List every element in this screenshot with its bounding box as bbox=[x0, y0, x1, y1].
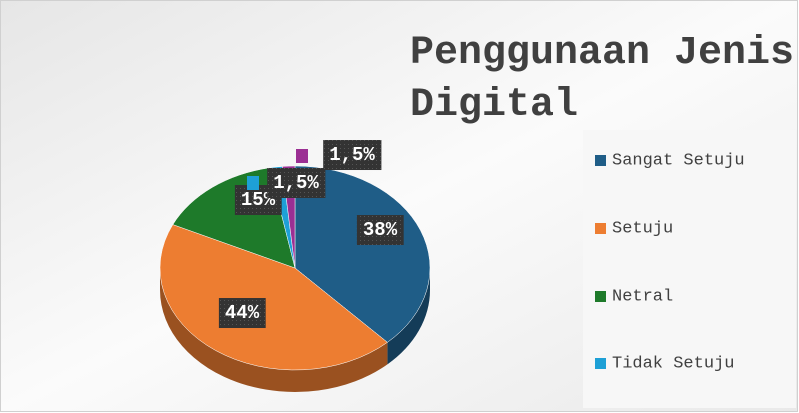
slice bbox=[294, 165, 431, 343]
data-label: 1,5% bbox=[273, 172, 319, 194]
slice bbox=[159, 224, 388, 371]
legend-swatch bbox=[595, 223, 606, 234]
chart-title: Penggunaan Jenis Uang Digital bbox=[410, 31, 799, 128]
label-key bbox=[296, 149, 308, 163]
slice-side bbox=[160, 268, 388, 392]
legend-panel bbox=[583, 130, 796, 408]
data-label-box bbox=[267, 168, 326, 199]
slice-side bbox=[387, 268, 430, 365]
data-label-box bbox=[218, 298, 266, 329]
data-label-box bbox=[323, 140, 382, 171]
legend-label: Setuju bbox=[612, 219, 673, 238]
data-label: 38% bbox=[363, 219, 398, 241]
data-label: 44% bbox=[225, 302, 260, 324]
title-line: Penggunaan Jenis Uang bbox=[410, 31, 799, 76]
data-label: 1,5% bbox=[329, 144, 375, 166]
data-label: 15% bbox=[241, 189, 276, 211]
legend-label: Sangat Setuju bbox=[612, 151, 745, 170]
label-key bbox=[247, 176, 259, 190]
legend-swatch bbox=[595, 291, 606, 302]
data-label-box bbox=[356, 215, 404, 246]
legend-label: Tidak Setuju bbox=[612, 354, 734, 373]
legend-swatch bbox=[595, 358, 606, 369]
legend-label: Netral bbox=[612, 287, 673, 306]
title-line: Digital bbox=[410, 83, 578, 128]
legend-swatch bbox=[595, 155, 606, 166]
